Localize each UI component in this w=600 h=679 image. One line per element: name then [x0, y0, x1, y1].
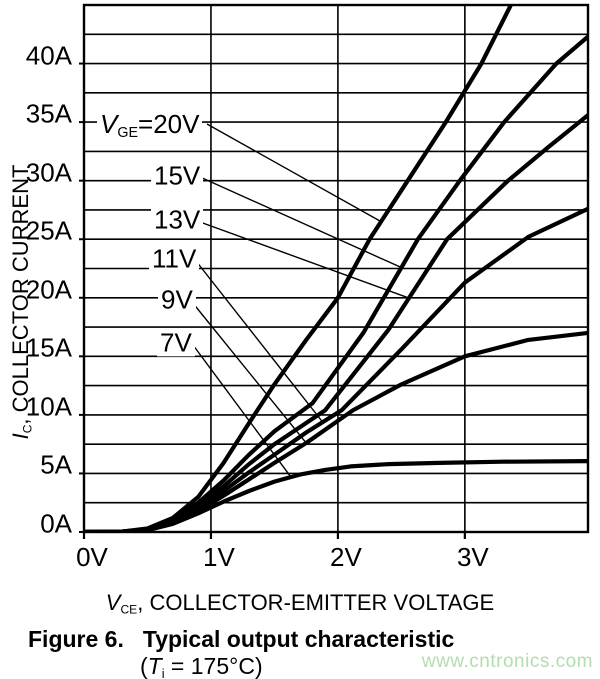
- y-tick-label: 30A: [25, 157, 72, 188]
- y-tick-label: 15A: [25, 332, 72, 363]
- x-axis-subscript: CE: [120, 602, 138, 617]
- curve-label-9V: 9V: [158, 286, 196, 314]
- figure-number: Figure 6.: [28, 626, 124, 652]
- curve-leader-line: [195, 260, 324, 423]
- curve-leader-line: [199, 221, 410, 299]
- curve-leader-line: [199, 176, 402, 269]
- y-tick-label: 20A: [25, 274, 72, 305]
- y-tick-label: 5A: [40, 449, 72, 480]
- curve-7V: [84, 459, 588, 532]
- curve-label-13V: 13V: [151, 206, 204, 234]
- curve-label-11V: 11V: [149, 245, 200, 273]
- condition-value: = 175°C): [164, 653, 263, 679]
- x-axis-text: , COLLECTOR-EMITTER VOLTAGE: [137, 590, 495, 615]
- curve-leader-line: [206, 123, 382, 223]
- x-axis-symbol: V: [105, 590, 121, 615]
- y-tick-label: 25A: [25, 215, 72, 246]
- figure-caption-condition: (Ti = 175°C): [140, 653, 263, 679]
- x-tick-label: 1V: [203, 542, 235, 572]
- y-tick-label: 40A: [25, 40, 72, 71]
- figure-caption: Figure 6. Typical output characteristic: [28, 626, 454, 653]
- plot-frame: [82, 3, 590, 534]
- x-tick-label: 0V: [76, 542, 108, 572]
- y-tick-label: 35A: [25, 98, 72, 129]
- y-tick-label: 0A: [40, 508, 72, 539]
- x-tick-label: 2V: [329, 542, 362, 572]
- x-axis-title: VCE, COLLECTOR-EMITTER VOLTAGE: [0, 590, 600, 617]
- curve-label-20V: VGE=20V: [97, 110, 203, 142]
- y-tick-label: 10A: [25, 391, 72, 422]
- x-tick-label: 3V: [456, 542, 489, 572]
- watermark: www.cntronics.com: [421, 651, 593, 672]
- y-axis-symbol: I: [8, 433, 33, 440]
- y-axis-title: IC, COLLECTOR CURRENT: [8, 2, 35, 602]
- temperature-subscript: i: [161, 666, 165, 679]
- figure-title: Typical output characteristic: [142, 626, 455, 652]
- curve-label-15V: 15V: [151, 162, 204, 190]
- condition-open-paren: (: [140, 653, 148, 679]
- y-axis-subscript: C: [20, 424, 35, 434]
- curve-label-7V: 7V: [157, 329, 195, 357]
- y-axis-text: , COLLECTOR CURRENT: [8, 164, 33, 425]
- temperature-symbol: T: [147, 653, 162, 679]
